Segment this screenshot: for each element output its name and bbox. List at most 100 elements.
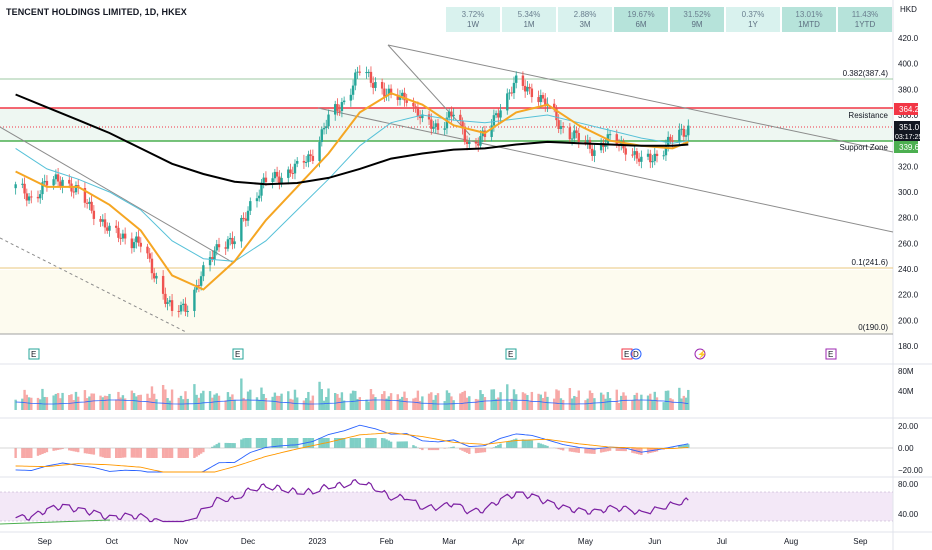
volume-bar (418, 400, 422, 410)
volume-bar (302, 400, 306, 410)
candle-body (213, 250, 216, 260)
volume-bar (479, 390, 482, 410)
signal-line (15, 432, 689, 473)
symbol-title[interactable]: TENCENT HOLDINGS LIMITED, 1D, HKEX (6, 7, 187, 17)
volume-bar (374, 397, 377, 410)
candle-body (123, 233, 127, 239)
macd-hist-bar (182, 448, 185, 458)
macd-hist-bar (599, 448, 603, 453)
volume-bar (664, 390, 668, 410)
perf-cell-1y[interactable]: 0.37% 1Y (726, 7, 780, 32)
dividend-marker[interactable] (630, 348, 642, 360)
fib-0382-label: 0.382(387.4) (843, 69, 889, 78)
macd-hist-bar (546, 445, 549, 448)
volume-bar (318, 381, 321, 410)
macd-hist-bar (43, 448, 46, 454)
volume-bar (61, 392, 64, 410)
perf-cell-1w[interactable]: 3.72% 1W (446, 7, 500, 32)
perf-cell-1mtd[interactable]: 13.01% 1MTD (782, 7, 836, 32)
macd-hist-bar (195, 448, 198, 457)
earnings-marker-1[interactable] (28, 348, 40, 360)
volume-bar (30, 397, 33, 410)
volume-bar (521, 392, 525, 410)
perf-cell-3m[interactable]: 2.88% 3M (558, 7, 612, 32)
candle-body (137, 236, 140, 243)
y-tick-label: 300.0 (898, 188, 919, 197)
volume-bar (356, 398, 359, 410)
macd-hist-bar (231, 443, 234, 448)
candle-body (68, 179, 71, 184)
macd-hist-bar (99, 448, 102, 457)
candle-body (197, 285, 201, 287)
macd-hist-bar (150, 448, 154, 458)
candle-body (492, 115, 496, 126)
macd-hist-bar (356, 438, 359, 448)
candle-body (101, 219, 104, 222)
earnings-marker-2[interactable] (232, 348, 244, 360)
volume-bar (387, 396, 391, 410)
split-marker[interactable] (694, 348, 706, 360)
macd-hist-bar (121, 448, 125, 458)
candle-body (633, 151, 636, 155)
macd-hist-bar (615, 448, 618, 451)
volume-bar (255, 397, 259, 410)
trend-channel-lower[interactable] (317, 107, 894, 233)
candle-body (530, 88, 534, 98)
candle-body (687, 125, 690, 136)
candle-body (599, 142, 603, 151)
candle-body (228, 237, 232, 240)
volume-bar (593, 398, 596, 410)
candle-body (412, 102, 415, 107)
perf-cell-1ytd[interactable]: 11.43% 1YTD (838, 7, 892, 32)
candle-body (684, 135, 688, 137)
volume-bar (389, 393, 393, 410)
candle-body (27, 196, 31, 201)
resistance-tag-text: 364.2 (899, 105, 920, 114)
volume-bar (208, 391, 212, 410)
candle-body (215, 244, 218, 251)
macd-hist-bar (27, 448, 31, 458)
macd-hist-bar (260, 438, 263, 448)
macd-hist-bar (273, 438, 277, 448)
earnings-marker-4[interactable] (621, 348, 633, 360)
macd-hist-bar (521, 439, 525, 448)
volume-bar (383, 391, 386, 410)
trend-line-early[interactable] (0, 126, 233, 263)
candle-body (99, 218, 102, 222)
candle-body (202, 265, 205, 277)
trend-channel-upper[interactable] (387, 44, 894, 153)
perf-cell-6m[interactable]: 19.67% 6M (614, 7, 668, 32)
currency-label: HKD (900, 5, 917, 14)
y-tick-label: 240.0 (898, 265, 919, 274)
perf-cell-9m[interactable]: 31.52% 9M (670, 7, 724, 32)
macd-hist-bar (246, 438, 250, 448)
volume-bar (515, 394, 518, 410)
candle-body (499, 110, 502, 118)
macd-hist-bar (249, 438, 252, 448)
volume-bar (450, 396, 453, 410)
volume-bar (687, 389, 690, 410)
trend-line-dashed[interactable] (0, 237, 187, 333)
candle-body (405, 100, 408, 103)
candle-body (224, 247, 227, 249)
candle-body (36, 196, 40, 199)
macd-hist-bar (244, 438, 248, 448)
earnings-marker-5[interactable] (825, 348, 837, 360)
macd-hist-bar (526, 439, 529, 448)
candle-body (369, 71, 373, 83)
y-tick-label: 320.0 (898, 162, 919, 171)
perf-cell-1m[interactable]: 5.34% 1M (502, 7, 556, 32)
macd-hist-bar (541, 444, 545, 448)
macd-hist-bar (25, 448, 29, 458)
volume-bar (123, 398, 127, 410)
volume-bar (309, 400, 312, 410)
candle-body (389, 88, 393, 95)
candle-body (242, 217, 245, 219)
earnings-marker-3[interactable] (505, 348, 517, 360)
volume-bar (233, 399, 236, 410)
x-tick-label: Jul (717, 537, 727, 546)
countdown-text: 03:17:25 (895, 134, 922, 141)
volume-bar (90, 393, 93, 410)
candle-body (434, 123, 437, 127)
